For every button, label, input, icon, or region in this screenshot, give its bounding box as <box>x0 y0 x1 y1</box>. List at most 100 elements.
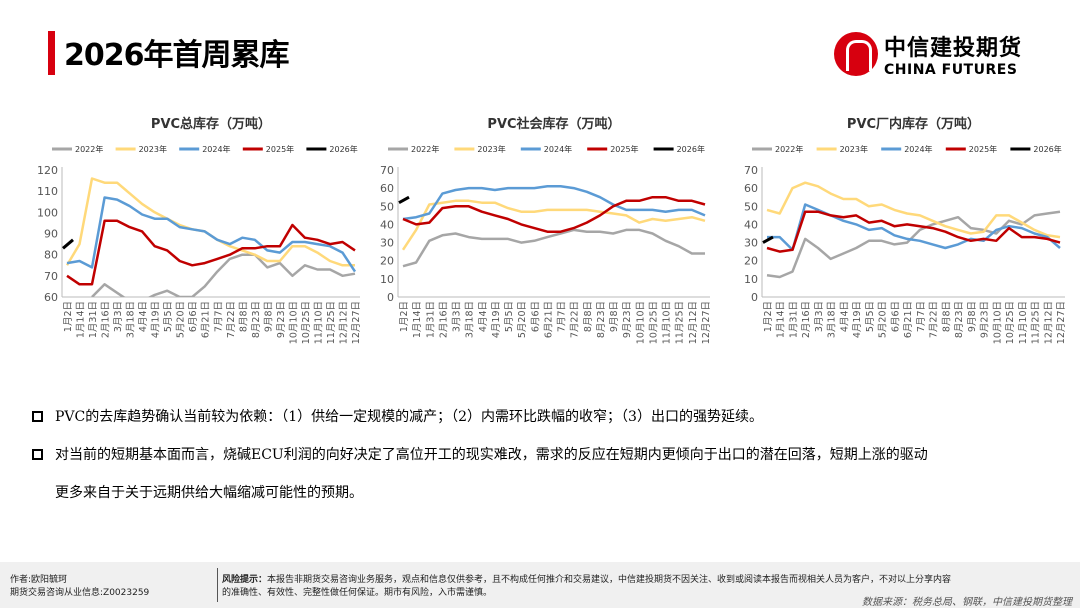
company-logo: 中信建投期货 CHINA FUTURES <box>834 30 1022 78</box>
x-tick-label: 6月6日 <box>890 301 901 332</box>
bullet-text: 对当前的短期基本面而言，烧碱ECU利润的向好决定了高位开工的现实难改，需求的反应… <box>55 447 928 463</box>
x-tick-label: 11月25日 <box>326 301 337 344</box>
series-line-2025 <box>66 219 356 286</box>
x-tick-label: 1月31日 <box>425 301 436 338</box>
series-line-2022 <box>766 210 1061 279</box>
x-tick-label: 4月19日 <box>852 301 863 338</box>
chart-total-inventory: PVC总库存（万吨） 2022年 2023年 2024年 2025年 2026年 60 70 8… <box>37 116 362 344</box>
legend-label: 2022年 <box>411 144 439 154</box>
x-tick-label: 3月3日 <box>452 301 463 332</box>
x-tick-label: 1月14日 <box>76 301 87 338</box>
y-tick-label: 60 <box>744 182 758 195</box>
bullet-square-icon <box>32 410 43 422</box>
y-tick-label: 60 <box>380 182 394 195</box>
x-tick-label: 9月23日 <box>980 301 991 338</box>
x-tick-label: 10月25日 <box>648 301 659 344</box>
x-tick-label: 4月4日 <box>839 301 850 332</box>
series-line-2025 <box>766 210 1061 253</box>
x-tick-label: 4月19日 <box>491 301 502 338</box>
x-tick-label: 6月21日 <box>543 301 554 338</box>
bullet-text: PVC的去库趋势确认当前较为依赖：（1）供给一定规模的减产；（2）内需环比跌幅的… <box>55 409 763 425</box>
chart-title: PVC厂内库存（万吨） <box>847 116 980 132</box>
x-tick-label: 7月22日 <box>570 301 581 338</box>
risk-label: 风险提示： <box>222 575 268 585</box>
risk-text: 本报告非期货交易咨询业务服务，观点和信息仅供参考，且不构成任何推介和交易建议，中… <box>267 575 952 585</box>
legend-label: 2026年 <box>677 144 705 154</box>
x-tick-label: 1月2日 <box>63 301 74 332</box>
bullet-square-icon <box>32 448 43 460</box>
bullet-2-continued: 更多来自于关于远期供给大幅缩减可能性的预期。 <box>55 485 363 501</box>
y-tick-label: 20 <box>380 255 394 268</box>
x-tick-label: 3月18日 <box>465 301 476 338</box>
y-tick-label: 110 <box>37 185 58 198</box>
y-tick-label: 60 <box>44 291 58 304</box>
x-tick-label: 10月10日 <box>992 301 1003 344</box>
x-tick-label: 7月7日 <box>916 301 927 332</box>
y-tick-label: 90 <box>44 228 58 241</box>
series-line-2024 <box>66 196 357 273</box>
bullet-1: PVC的去库趋势确认当前较为依赖：（1）供给一定规模的减产；（2）内需环比跌幅的… <box>32 406 763 426</box>
series-line-2022 <box>91 253 356 297</box>
x-tick-label: 12月12日 <box>338 301 349 344</box>
x-tick-label: 5月5日 <box>504 301 515 332</box>
x-tick-label: 11月10日 <box>313 301 324 344</box>
series-line-2024 <box>767 203 1061 252</box>
x-tick-label: 1月2日 <box>763 301 774 332</box>
author: 作者:欧阳毓珂 <box>10 575 68 585</box>
x-tick-label: 1月31日 <box>788 301 799 338</box>
x-tick-label: 9月23日 <box>276 301 287 338</box>
x-tick-label: 2月16日 <box>801 301 812 338</box>
x-tick-label: 7月22日 <box>226 301 237 338</box>
x-tick-label: 5月20日 <box>878 301 889 338</box>
risk-line-2: 的准确性、有效性、完整性做任何保证。期市有风险，入市需谨慎。 <box>222 588 493 598</box>
citic-logo-icon <box>834 32 878 76</box>
x-tick-label: 12月27日 <box>351 301 362 344</box>
risk-line-1: 风险提示：本报告非期货交易咨询业务服务，观点和信息仅供参考，且不构成任何推介和交… <box>222 572 951 585</box>
y-tick-label: 100 <box>37 206 58 219</box>
x-tick-label: 6月6日 <box>530 301 541 332</box>
x-tick-label: 8月8日 <box>238 301 249 332</box>
x-tick-label: 6月21日 <box>201 301 212 338</box>
x-tick-label: 8月23日 <box>596 301 607 338</box>
page-title: 2026年首周累库 <box>64 38 289 73</box>
series-line-2024 <box>402 185 706 221</box>
x-tick-label: 7月7日 <box>213 301 224 332</box>
y-tick-label: 50 <box>744 200 758 213</box>
legend-label: 2023年 <box>840 144 868 154</box>
x-tick-label: 3月3日 <box>814 301 825 332</box>
x-tick-label: 10月10日 <box>288 301 299 344</box>
x-tick-label: 11月10日 <box>662 301 673 344</box>
x-tick-label: 5月5日 <box>865 301 876 332</box>
x-tick-label: 6月6日 <box>188 301 199 332</box>
legend-label: 2024年 <box>202 144 230 154</box>
x-tick-label: 5月5日 <box>163 301 174 332</box>
legend-label: 2023年 <box>477 144 505 154</box>
legend-label: 2025年 <box>610 144 638 154</box>
x-tick-label: 1月14日 <box>412 301 423 338</box>
x-tick-label: 5月20日 <box>176 301 187 338</box>
x-tick-label: 12月12日 <box>1043 301 1054 344</box>
x-tick-label: 10月10日 <box>635 301 646 344</box>
y-tick-label: 70 <box>744 164 758 177</box>
y-tick-label: 10 <box>380 273 394 286</box>
x-tick-label: 10月25日 <box>1005 301 1016 344</box>
y-tick-label: 10 <box>744 273 758 286</box>
x-tick-label: 1月14日 <box>776 301 787 338</box>
x-tick-label: 11月25日 <box>675 301 686 344</box>
license: 期货交易咨询从业信息:Z0023259 <box>10 588 150 598</box>
x-tick-label: 4月4日 <box>478 301 489 332</box>
x-tick-label: 11月10日 <box>1018 301 1029 344</box>
y-tick-label: 50 <box>380 200 394 213</box>
legend-label: 2023年 <box>139 144 167 154</box>
chart-title: PVC总库存（万吨） <box>151 116 271 132</box>
legend-label: 2026年 <box>329 144 357 154</box>
data-source: 数据来源：税务总局、钢联，中信建投期货整理 <box>862 597 1072 608</box>
x-tick-label: 12月27日 <box>1056 301 1067 344</box>
y-tick-label: 80 <box>44 249 58 262</box>
x-tick-label: 3月3日 <box>113 301 124 332</box>
x-tick-label: 9月8日 <box>967 301 978 332</box>
x-tick-label: 8月8日 <box>941 301 952 332</box>
series-line-2026 <box>762 235 774 244</box>
x-tick-label: 1月2日 <box>399 301 410 332</box>
legend-label: 2026年 <box>1033 144 1061 154</box>
